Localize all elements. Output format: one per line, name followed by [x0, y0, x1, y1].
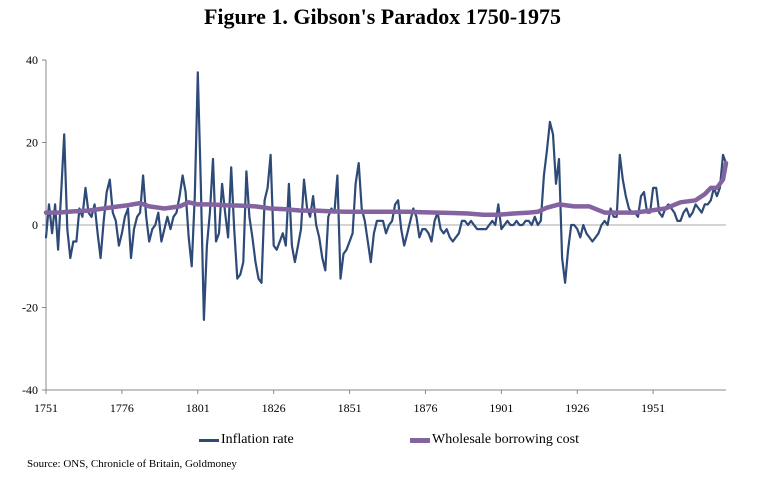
legend: Inflation rate Wholesale borrowing cost: [0, 432, 765, 452]
legend-swatch-borrowing: [410, 437, 430, 443]
x-tick-label: 1901: [489, 401, 513, 415]
legend-swatch-inflation: [199, 438, 219, 442]
series-line-inflation: [44, 71, 728, 321]
x-tick-label: 1951: [641, 401, 665, 415]
x-tick-label: 1851: [338, 401, 362, 415]
legend-item-inflation: Inflation rate: [199, 432, 294, 448]
legend-label-inflation: Inflation rate: [221, 432, 294, 447]
y-tick-label: -40: [22, 383, 38, 397]
series: [43, 71, 729, 321]
tick-labels: 40 20 0 -20 -40 1751 1776 1801 1826 1851 1876 1901 1…: [22, 53, 665, 415]
x-tick-label: 1826: [262, 401, 286, 415]
x-tick-label: 1776: [110, 401, 134, 415]
x-tick-label: 1751: [34, 401, 58, 415]
y-tick-label: 20: [26, 136, 38, 150]
legend-item-borrowing: Wholesale borrowing cost: [410, 432, 579, 448]
y-tick-label: 40: [26, 53, 38, 67]
x-tick-label: 1801: [186, 401, 210, 415]
x-tick-label: 1926: [565, 401, 589, 415]
series-line-borrowing: [43, 160, 729, 217]
source-note: Source: ONS, Chronicle of Britain, Goldm…: [27, 458, 237, 470]
x-tick-label: 1876: [413, 401, 437, 415]
legend-label-borrowing: Wholesale borrowing cost: [432, 432, 579, 447]
y-tick-label: 0: [32, 218, 38, 232]
chart-title: Figure 1. Gibson's Paradox 1750-1975: [203, 4, 562, 29]
y-tick-label: -20: [22, 301, 38, 315]
